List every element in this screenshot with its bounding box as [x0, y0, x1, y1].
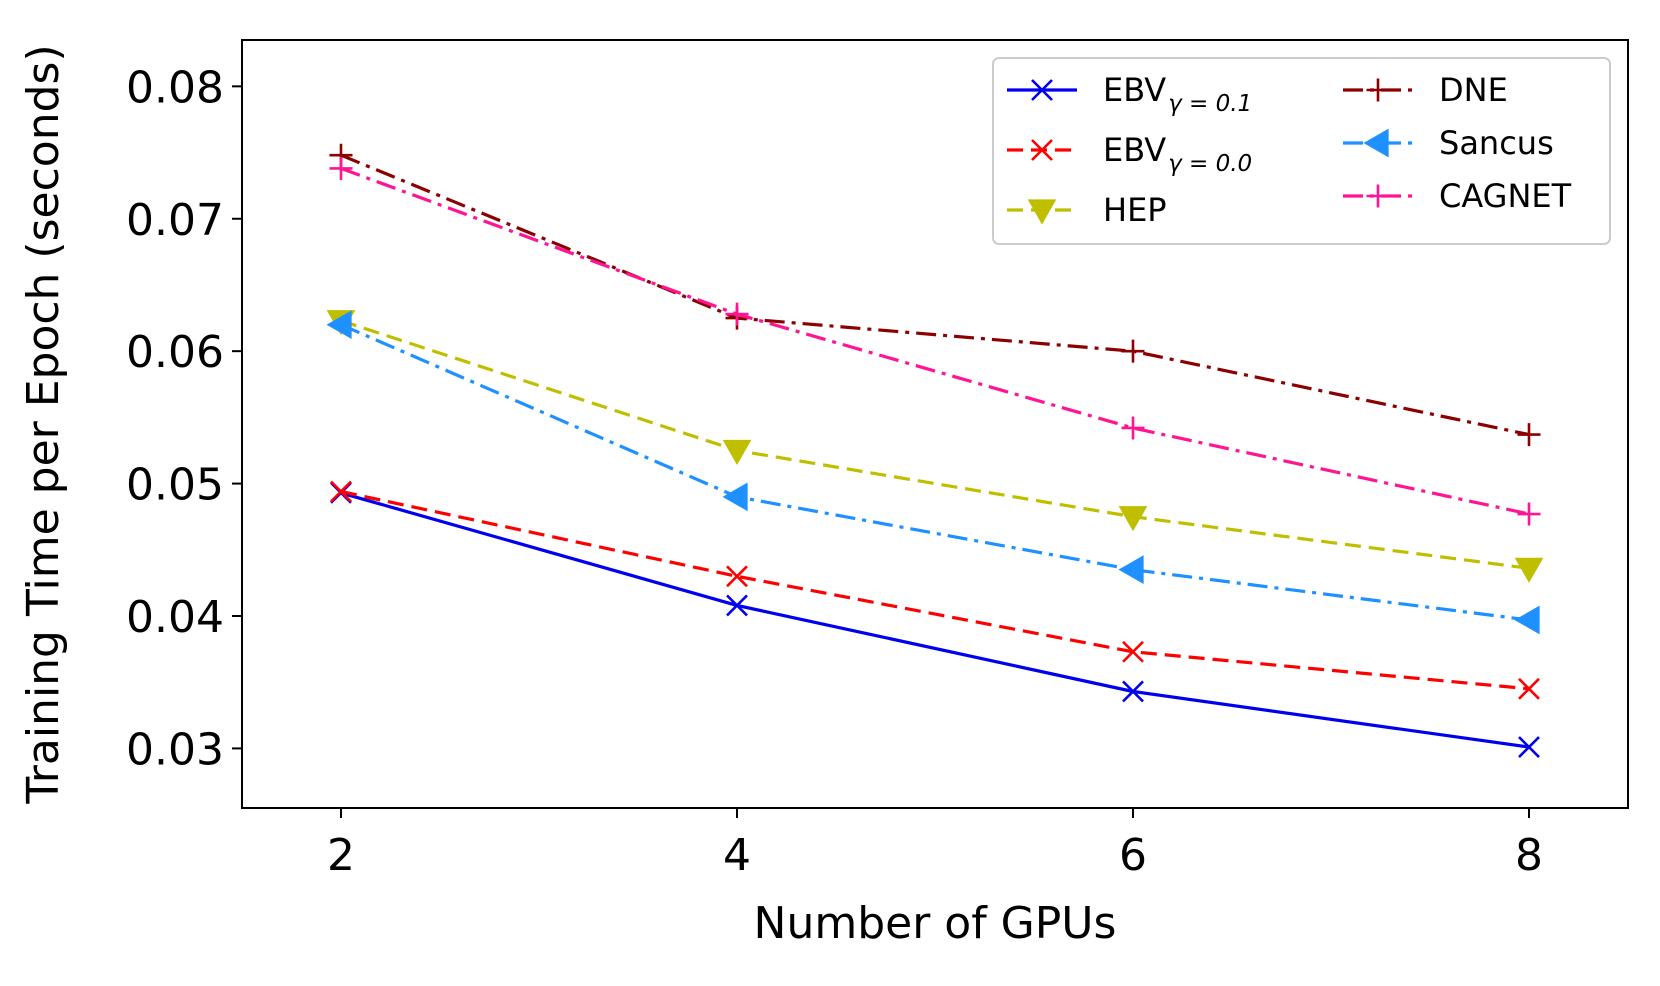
y-tick-label-0-08: 0.08: [126, 62, 224, 113]
legend-item-ebv-0-1: EBVγ = 0.1: [1007, 71, 1252, 117]
legend-label-hep: HEP: [1103, 191, 1167, 229]
data-point-ebv-0-0-2: [330, 480, 352, 503]
data-point-hep-4: [722, 439, 752, 465]
series-line-ebv-0-1: [340, 491, 1530, 749]
plot-frame: [241, 39, 1629, 809]
x-axis-title: Number of GPUs: [754, 898, 1117, 949]
series-ebv-0-1: [330, 481, 1540, 759]
legend-label-ebv-0-1: EBVγ = 0.1: [1103, 71, 1252, 117]
data-point-ebv-0-1-4: [726, 594, 748, 617]
y-tick-label-0-05: 0.05: [126, 460, 224, 511]
data-point-sancus-6: [1118, 555, 1144, 585]
series-sancus: [326, 310, 1540, 635]
data-point-cagnet-8: [1517, 502, 1541, 526]
data-point-cagnet-4: [725, 302, 749, 326]
data-point-hep-8: [1514, 557, 1544, 583]
x-tick-label-8: 8: [1515, 830, 1543, 881]
y-tick-label-0-06: 0.06: [126, 327, 224, 378]
series-line-dne: [340, 153, 1530, 437]
legend-label-sancus: Sancus: [1439, 124, 1554, 162]
legend-marker-sancus: [1363, 128, 1389, 158]
legend-marker-dne: [1366, 78, 1390, 102]
series-line-sancus: [340, 323, 1530, 622]
data-point-ebv-0-0-6: [1122, 640, 1144, 663]
data-point-sancus-4: [722, 482, 748, 512]
data-point-sancus-8: [1514, 605, 1540, 635]
data-point-cagnet-2: [329, 156, 353, 180]
data-point-ebv-0-1-8: [1518, 736, 1540, 759]
axes: 2 4 6 8 0.03 0.04 0.05 0.06 0.07 0.08 Number of GP…: [18, 39, 1629, 949]
legend-item-ebv-0-0: EBVγ = 0.0: [1007, 131, 1252, 177]
data-point-hep-6: [1118, 506, 1148, 532]
x-tick-label-2: 2: [327, 830, 355, 881]
legend-box: [992, 57, 1611, 245]
data-point-dne-6: [1121, 339, 1145, 363]
x-tick-label-4: 4: [723, 830, 751, 881]
legend-item-cagnet: CAGNET: [1343, 177, 1572, 215]
legend: EBVγ = 0.1 EBVγ = 0.0 HEP DNE Sancus CAGNET: [992, 57, 1611, 245]
x-tick-label-6: 6: [1119, 830, 1147, 881]
legend-marker-ebv-0-1: [1031, 79, 1053, 101]
legend-label-dne: DNE: [1439, 71, 1508, 109]
legend-marker-hep: [1027, 199, 1057, 225]
legend-label-ebv-0-0: EBVγ = 0.0: [1103, 131, 1252, 177]
legend-item-hep: HEP: [1007, 191, 1167, 229]
legend-marker-cagnet: [1366, 184, 1390, 208]
legend-label-cagnet: CAGNET: [1439, 177, 1572, 215]
data-point-sancus-2: [326, 310, 352, 340]
data-point-ebv-0-0-4: [726, 565, 748, 588]
data-point-cagnet-6: [1121, 416, 1145, 440]
y-axis-title: Training Time per Epoch (seconds): [18, 44, 69, 804]
series-line-hep: [340, 319, 1530, 570]
data-point-ebv-0-0-8: [1518, 677, 1540, 700]
y-tick-label-0-07: 0.07: [126, 195, 224, 246]
legend-marker-ebv-0-0: [1031, 139, 1053, 161]
legend-item-dne: DNE: [1343, 71, 1508, 109]
series-line-cagnet: [340, 166, 1530, 516]
data-point-dne-8: [1517, 423, 1541, 447]
series-cagnet: [329, 156, 1541, 526]
legend-item-sancus: Sancus: [1343, 124, 1554, 162]
data-point-ebv-0-1-6: [1122, 680, 1144, 703]
y-tick-label-0-04: 0.04: [126, 592, 224, 643]
series-line-ebv-0-0: [340, 489, 1530, 691]
series-ebv-0-0: [330, 480, 1540, 700]
plot-area: [326, 143, 1544, 759]
y-tick-label-0-03: 0.03: [126, 724, 224, 775]
